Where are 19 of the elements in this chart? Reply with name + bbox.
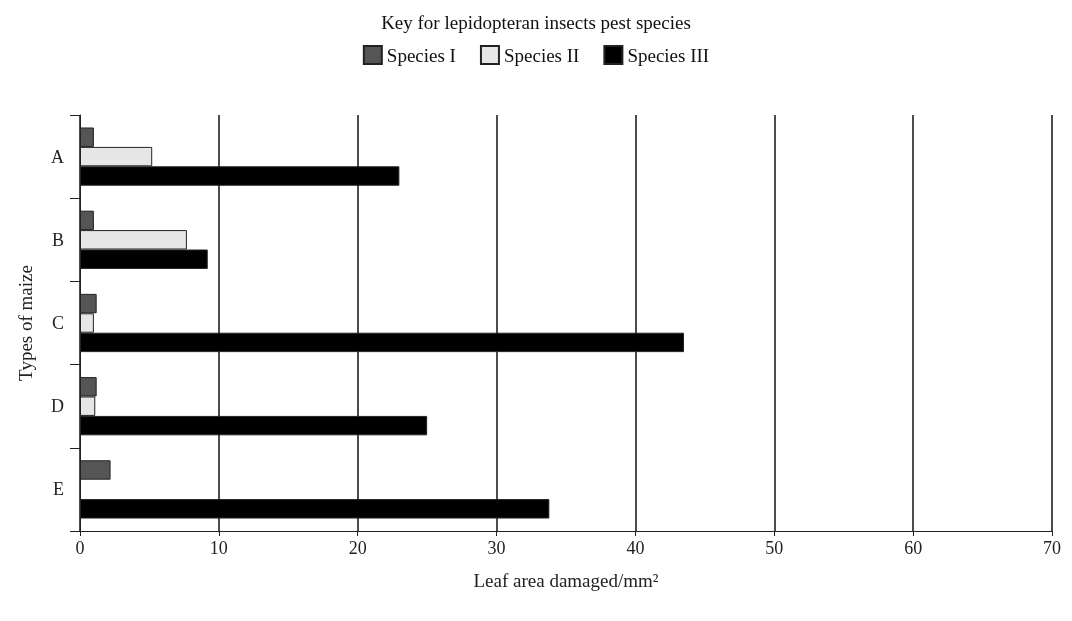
y-tick-label: B — [51, 229, 64, 250]
x-tick-label: 30 — [487, 538, 506, 558]
legend-title: Key for lepidopteran insects pest species — [381, 12, 691, 33]
x-tick-label: 50 — [765, 538, 784, 558]
legend-label: Species III — [627, 44, 710, 66]
y-axis-title: Types of maize — [15, 265, 36, 381]
y-tick-label: A — [51, 146, 64, 167]
x-tick-label: 10 — [209, 538, 228, 558]
legend-label: Species II — [503, 44, 580, 66]
x-tick-label: 60 — [904, 538, 923, 558]
x-tick-label: 20 — [348, 538, 367, 558]
x-axis-title: Leaf area damaged/mm² — [473, 570, 659, 591]
y-tick-label: D — [51, 396, 64, 417]
x-tick-label: 0 — [75, 538, 85, 558]
y-tick-label: E — [53, 479, 64, 500]
y-tick-label: C — [51, 313, 64, 333]
legend-label: Species I — [386, 44, 456, 66]
x-tick-label: 70 — [1043, 538, 1061, 558]
x-tick-label: 40 — [626, 538, 645, 558]
